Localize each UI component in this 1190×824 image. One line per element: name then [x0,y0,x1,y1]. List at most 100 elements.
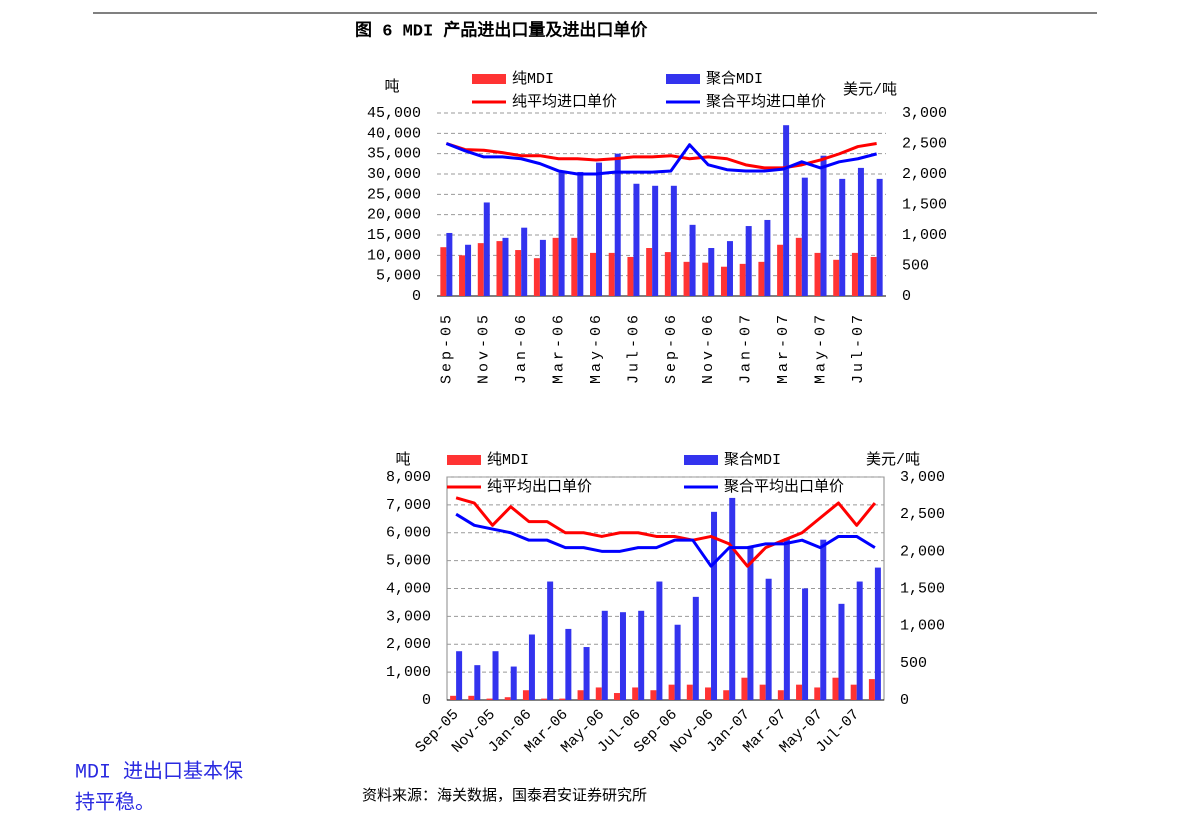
y2-tick-label: 0 [900,692,909,709]
x-tick-label: Sep-05 [438,312,455,384]
bar [739,263,746,296]
bar [729,497,736,700]
y2-axis-label: 美元/吨 [843,81,897,99]
bar [565,628,572,700]
x-tick-label: Jul-06 [625,312,642,384]
bar [783,538,790,700]
legend-label: 纯MDI [487,451,529,469]
bar [596,162,603,296]
y2-tick-label: 2,500 [900,506,945,523]
bar [533,258,540,296]
bar [638,610,645,700]
bar [477,243,484,296]
y2-tick-label: 2,000 [900,543,945,560]
source-note: 资料来源：海关数据，国泰君安证券研究所 [362,787,647,805]
line-series [445,142,878,176]
bar [674,624,681,700]
bar [465,244,472,296]
bar [814,687,821,700]
bar [613,693,620,700]
bar [802,588,809,700]
y-axis-label: 吨 [384,78,399,96]
bar [711,511,718,700]
bar [777,690,784,700]
bar [839,178,846,296]
legend-label: 纯平均出口单价 [487,478,592,496]
bar [833,259,840,296]
bar [496,241,503,296]
x-tick-label: May-06 [588,312,605,384]
bar [876,178,883,296]
bar [870,256,877,296]
legend-label: 聚合MDI [706,70,763,88]
bar [832,677,839,700]
y-tick-label: 40,000 [367,125,421,142]
bar [668,684,675,700]
bar [541,698,548,700]
bar [539,239,546,296]
y-tick-label: 45,000 [367,105,421,122]
line-series [455,512,876,568]
line-series [455,496,877,568]
y-tick-label: 2,000 [386,636,431,653]
bar [683,261,690,296]
bar [528,634,535,700]
bar [868,679,875,700]
x-tick-label: Sep-06 [663,312,680,384]
bar [474,665,481,700]
bar [764,219,771,296]
figure-caption: 图 6 MDI 产品进出口量及进出口单价 [355,19,648,41]
bar [692,596,699,700]
bar [521,227,528,296]
bar [705,687,712,700]
bar [510,666,517,700]
y2-tick-label: 1,000 [902,227,947,244]
bar [650,690,657,700]
bar [874,567,881,700]
y-tick-label: 8,000 [386,469,431,486]
y-tick-label: 5,000 [376,268,421,285]
bar [502,237,509,296]
bar [759,684,766,700]
bar [689,224,696,296]
bar [632,687,639,700]
bar [820,155,827,296]
bar [483,202,490,296]
y-tick-label: 6,000 [386,525,431,542]
x-tick-label: May-07 [812,312,829,384]
bar [583,647,590,700]
sidebar-text: MDI 进出口基本保 [75,759,243,784]
bar [745,226,752,296]
bar [720,266,727,296]
bar [450,695,457,700]
bar [723,690,730,700]
bar [656,581,663,700]
x-tick-label: Nov-06 [700,312,717,384]
bar [595,687,602,700]
bar [857,167,864,296]
x-tick-label: Nov-05 [476,312,493,384]
bar [590,252,597,296]
bar [601,610,608,700]
bar [670,185,677,296]
x-tick-label: Jul-07 [850,312,867,384]
y-tick-label: 4,000 [386,580,431,597]
y2-tick-label: 0 [902,288,911,305]
bar [783,125,790,296]
bar [856,581,863,700]
bar [741,677,748,700]
bar [558,171,565,296]
bar [686,684,693,700]
bar [577,690,584,700]
bar [547,581,554,700]
legend-swatch [684,455,718,465]
bar [627,256,634,296]
legend-label: 聚合平均进口单价 [706,93,826,111]
y-tick-label: 20,000 [367,207,421,224]
bar [515,250,522,296]
bar [486,698,493,700]
y-tick-label: 10,000 [367,247,421,264]
y-tick-label: 30,000 [367,166,421,183]
legend-swatch [447,455,481,465]
x-tick-label: Mar-06 [551,312,568,384]
